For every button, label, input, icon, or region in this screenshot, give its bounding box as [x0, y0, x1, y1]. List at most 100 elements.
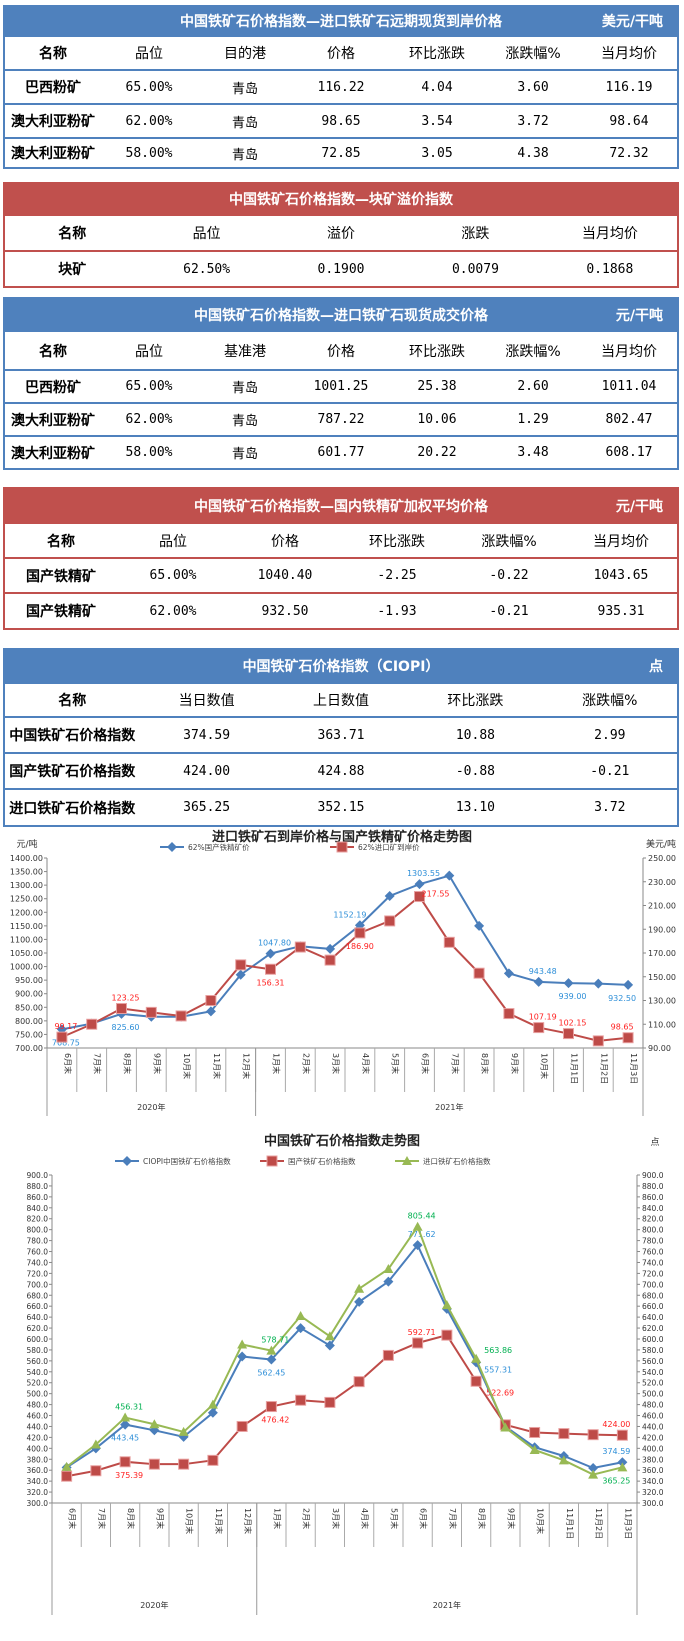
square-marker	[414, 891, 425, 903]
y2-tick-label: 90.00	[648, 1044, 671, 1053]
square-marker	[587, 1429, 599, 1441]
triangle-marker	[324, 1331, 335, 1341]
x-tick-label: 10月末	[185, 1508, 195, 1534]
square-marker	[205, 995, 217, 1006]
data-label: 456.31	[115, 1403, 143, 1412]
x-tick-label: 11月末	[214, 1508, 224, 1534]
triangle-marker	[149, 1419, 160, 1429]
table-header: 中国铁矿石价格指数（CIOPI） 点	[5, 650, 677, 682]
table-row: 国产铁精矿 62.00% 932.50 -1.93 -0.21 935.31	[5, 592, 677, 628]
y2-axis-label: 美元/吨	[646, 838, 676, 850]
column-header: 环比涨跌	[447, 693, 504, 709]
column-header: 当月均价	[601, 343, 657, 360]
data-label: 374.59	[602, 1447, 630, 1456]
y-tick-label: 420.0	[27, 1433, 49, 1442]
data-label: 99.17	[54, 1022, 77, 1031]
column-header: 当日数值	[178, 693, 235, 709]
data-label: 443.45	[111, 1434, 139, 1443]
table-title: 中国铁矿石价格指数（CIOPI）	[242, 659, 440, 675]
y2-tick-label: 660.0	[642, 1302, 664, 1311]
data-label: 1303.55	[407, 869, 440, 878]
series-line	[66, 1334, 623, 1478]
square-marker	[382, 1349, 394, 1361]
table-cell: 802.47	[605, 412, 653, 427]
table-title: 中国铁矿石价格指数—块矿溢价指数	[229, 192, 453, 208]
y-tick-label: 760.0	[27, 1248, 49, 1257]
column-header: 名称	[58, 226, 87, 242]
column-header: 上日数值	[313, 693, 370, 709]
table-row: 澳大利亚粉矿 58.00% 青岛 601.77 20.22 3.48 608.17	[5, 435, 677, 468]
column-header: 目的港	[224, 46, 266, 62]
x-tick-label: 7月末	[450, 1053, 460, 1074]
table-cell: 1040.40	[257, 568, 313, 583]
table-header: 中国铁矿石价格指数—国内铁精矿加权平均价格 元/干吨	[5, 489, 677, 522]
table-cell: 2.60	[517, 379, 549, 394]
table-cell: 0.1900	[317, 261, 365, 277]
table-cell: 青岛	[231, 81, 258, 97]
x-tick-label: 8月末	[126, 1508, 136, 1529]
data-label: 522.69	[486, 1388, 514, 1397]
table-cell: 4.04	[421, 79, 453, 95]
table-cell: 3.72	[594, 800, 626, 815]
table-title: 中国铁矿石价格指数—国内铁精矿加权平均价格	[194, 498, 488, 515]
data-label: 825.60	[112, 1023, 140, 1032]
table-cell: -0.21	[590, 763, 630, 779]
y-tick-label: 340.0	[27, 1477, 49, 1486]
column-header: 名称	[39, 343, 67, 360]
table-cell: 澳大利亚粉矿	[11, 412, 95, 429]
table-row: 块矿 62.50% 0.1900 0.0079 0.1868	[5, 250, 677, 286]
diamond-marker	[533, 976, 544, 987]
square-marker	[235, 959, 247, 971]
table-cell: 10.06	[417, 412, 457, 427]
y2-axis-label: 点	[650, 1137, 659, 1148]
triangle-marker	[383, 1264, 394, 1274]
diamond-marker	[617, 1457, 628, 1468]
triangle-marker	[120, 1412, 131, 1422]
y2-tick-label: 300.0	[642, 1499, 664, 1508]
x-tick-label: 12月末	[242, 1053, 252, 1079]
diamond-marker	[383, 1276, 394, 1287]
table-header: 中国铁矿石价格指数—块矿溢价指数	[5, 184, 677, 214]
diamond-marker	[122, 1156, 132, 1166]
table-header: 中国铁矿石价格指数—进口铁矿石现货成交价格 元/干吨	[5, 299, 677, 330]
x-tick-label: 12月末	[243, 1508, 253, 1534]
column-header: 名称	[58, 693, 87, 709]
y2-tick-label: 640.0	[642, 1313, 664, 1322]
triangle-marker	[441, 1300, 452, 1310]
table-cell: 62.50%	[183, 261, 231, 277]
square-marker	[470, 1375, 482, 1387]
square-marker	[533, 1022, 545, 1034]
y-tick-label: 540.0	[27, 1368, 49, 1377]
square-marker	[236, 1420, 248, 1432]
x-tick-label: 9月末	[506, 1508, 516, 1529]
x-tick-label: 1月末	[272, 1053, 282, 1074]
diamond-marker	[563, 978, 574, 989]
column-header-row: 名称 品位 基准港 价格 环比涨跌 涨跌幅% 当月均价	[5, 330, 677, 369]
data-label: 186.90	[346, 942, 374, 951]
x-tick-label: 4月末	[360, 1508, 370, 1529]
y2-tick-label: 420.0	[642, 1433, 664, 1442]
table-cell: 3.60	[517, 79, 549, 95]
triangle-marker	[412, 1221, 423, 1231]
y2-tick-label: 880.0	[642, 1182, 664, 1191]
table-cell: 424.00	[183, 763, 231, 779]
y-tick-label: 850.00	[15, 1003, 43, 1012]
x-tick-label: 9月末	[510, 1053, 520, 1074]
table-cell: 13.10	[455, 800, 495, 815]
triangle-marker	[295, 1311, 306, 1321]
table-cell: 0.1868	[586, 261, 634, 277]
table-cell: 62.00%	[125, 412, 173, 427]
x-tick-label: 2月末	[302, 1508, 312, 1529]
table-cell: -0.88	[455, 763, 495, 779]
column-header: 品位	[192, 226, 221, 242]
square-marker	[175, 1010, 187, 1022]
table-cell: 72.85	[321, 145, 361, 161]
y2-tick-label: 680.0	[642, 1291, 664, 1300]
square-marker	[616, 1429, 628, 1441]
square-marker	[503, 1008, 515, 1020]
diamond-marker	[414, 879, 425, 890]
table-unit: 点	[649, 659, 663, 675]
x-tick-label: 1月末	[272, 1508, 282, 1529]
table-cell: 块矿	[58, 262, 87, 278]
diamond-marker	[167, 842, 177, 852]
